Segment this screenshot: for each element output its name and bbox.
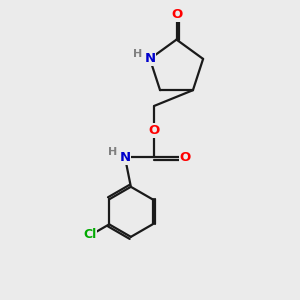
Text: N: N bbox=[144, 52, 155, 65]
Text: O: O bbox=[171, 8, 182, 21]
Text: N: N bbox=[119, 151, 130, 164]
Text: H: H bbox=[133, 49, 142, 58]
Text: H: H bbox=[108, 147, 117, 157]
Text: O: O bbox=[180, 151, 191, 164]
Text: O: O bbox=[149, 124, 160, 137]
Text: Cl: Cl bbox=[83, 228, 97, 241]
